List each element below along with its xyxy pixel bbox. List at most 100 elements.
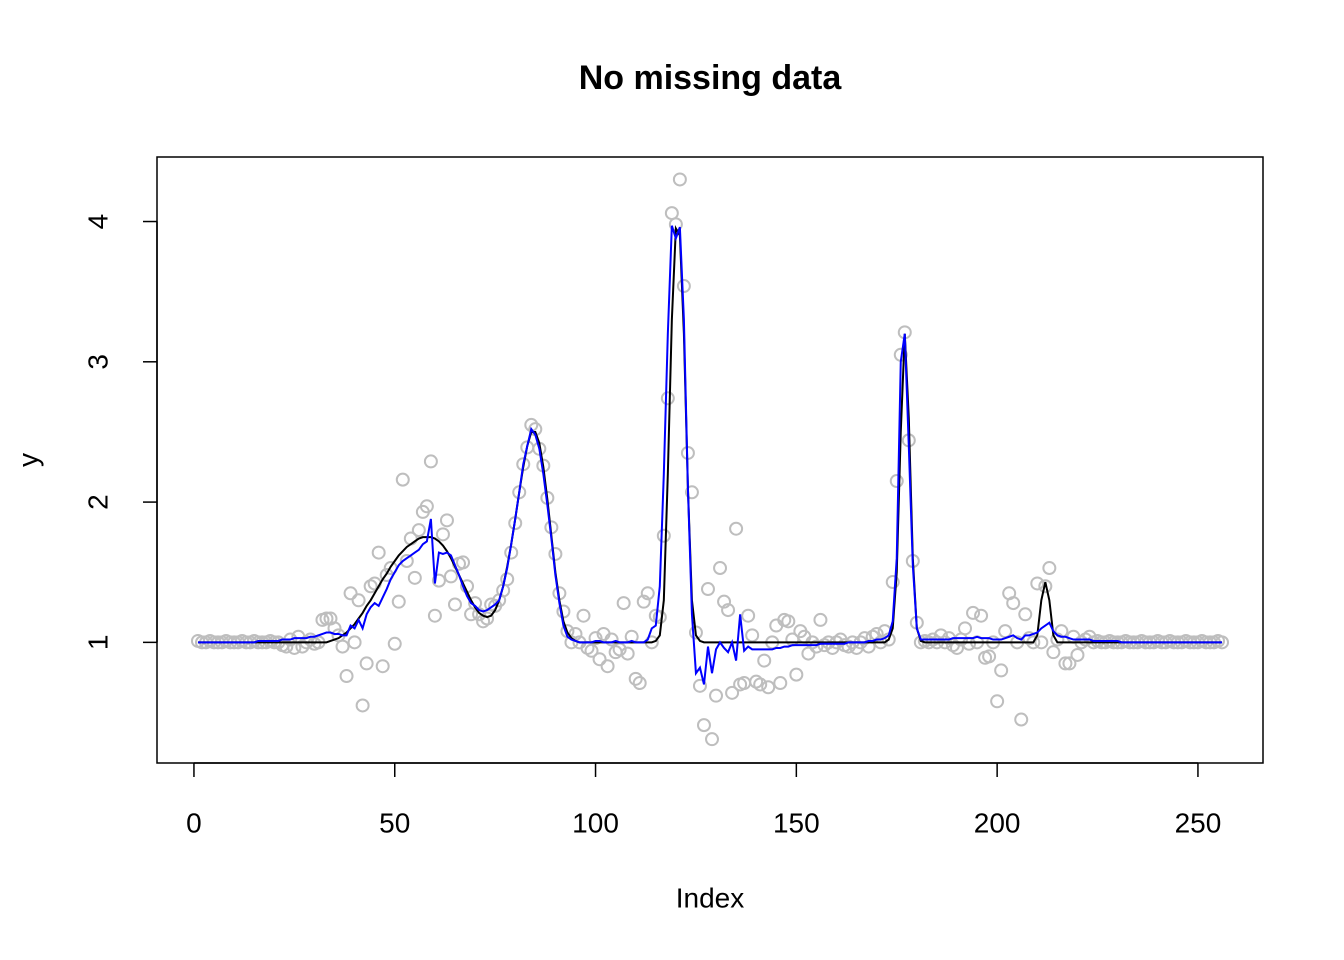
data-point bbox=[958, 621, 973, 636]
data-point bbox=[817, 638, 832, 653]
data-line bbox=[197, 225, 1223, 644]
data-point bbox=[375, 659, 390, 674]
data-point bbox=[789, 667, 804, 682]
y-tick-label: 4 bbox=[82, 214, 113, 230]
data-point bbox=[616, 596, 631, 611]
data-point bbox=[761, 680, 776, 695]
data-point bbox=[1014, 712, 1029, 727]
data-point bbox=[456, 555, 471, 570]
data-point bbox=[608, 645, 623, 660]
y-tick-label: 1 bbox=[82, 635, 113, 651]
data-point bbox=[391, 594, 406, 609]
data-point bbox=[745, 628, 760, 643]
data-point bbox=[713, 561, 728, 576]
data-point bbox=[729, 521, 744, 536]
data-point bbox=[423, 454, 438, 469]
data-point bbox=[371, 545, 386, 560]
data-point bbox=[339, 669, 354, 684]
data-point bbox=[990, 694, 1005, 709]
data-point bbox=[343, 586, 358, 601]
x-tick-label: 0 bbox=[186, 807, 202, 838]
data-point bbox=[355, 698, 370, 713]
y-axis-label: y bbox=[12, 453, 43, 467]
x-tick-label: 250 bbox=[1175, 807, 1222, 838]
data-point bbox=[966, 605, 981, 620]
data-point bbox=[709, 688, 724, 703]
data-point bbox=[351, 593, 366, 608]
data-point bbox=[652, 610, 667, 625]
data-point bbox=[753, 677, 768, 692]
data-point bbox=[1030, 576, 1045, 591]
data-point bbox=[640, 586, 655, 601]
data-point bbox=[592, 652, 607, 667]
data-point bbox=[700, 582, 715, 597]
data-point bbox=[347, 635, 362, 650]
data-point bbox=[684, 485, 699, 500]
data-point bbox=[1038, 579, 1053, 594]
chart-title: No missing data bbox=[579, 59, 843, 97]
data-point bbox=[841, 639, 856, 654]
data-point bbox=[994, 663, 1009, 678]
data-point bbox=[1070, 647, 1085, 662]
x-axis-label: Index bbox=[676, 882, 745, 913]
data-point bbox=[447, 597, 462, 612]
data-point bbox=[319, 611, 334, 626]
data-point bbox=[395, 472, 410, 487]
data-point bbox=[620, 646, 635, 661]
data-point bbox=[672, 172, 687, 187]
data-point bbox=[363, 579, 378, 594]
data-point bbox=[889, 474, 904, 489]
data-point bbox=[809, 639, 824, 654]
data-point bbox=[857, 631, 872, 646]
data-point bbox=[431, 573, 446, 588]
y-tick-label: 2 bbox=[82, 494, 113, 510]
data-point bbox=[636, 594, 651, 609]
x-tick-label: 150 bbox=[773, 807, 820, 838]
data-point bbox=[411, 523, 426, 538]
data-point bbox=[664, 206, 679, 221]
data-point bbox=[628, 671, 643, 686]
data-point bbox=[781, 614, 796, 629]
data-point bbox=[303, 632, 318, 647]
data-point bbox=[656, 528, 671, 543]
data-point bbox=[419, 499, 434, 514]
data-point bbox=[1018, 607, 1033, 622]
data-point bbox=[725, 685, 740, 700]
data-point bbox=[588, 631, 603, 646]
data-point bbox=[1006, 596, 1021, 611]
x-tick-label: 50 bbox=[379, 807, 410, 838]
data-point bbox=[660, 391, 675, 406]
data-point bbox=[584, 643, 599, 658]
data-point bbox=[439, 513, 454, 528]
data-point bbox=[443, 569, 458, 584]
data-point bbox=[676, 279, 691, 294]
data-point bbox=[548, 546, 563, 561]
data-point bbox=[1034, 635, 1049, 650]
plot-frame bbox=[156, 156, 1264, 764]
data-point bbox=[933, 628, 948, 643]
y-tick-label: 3 bbox=[82, 354, 113, 370]
x-tick-label: 200 bbox=[974, 807, 1021, 838]
data-point bbox=[721, 603, 736, 618]
data-point bbox=[974, 608, 989, 623]
data-point bbox=[600, 659, 615, 674]
data-point bbox=[717, 594, 732, 609]
data-point bbox=[480, 611, 495, 626]
data-point bbox=[749, 674, 764, 689]
data-point bbox=[604, 632, 619, 647]
data-point bbox=[982, 649, 997, 664]
data-point bbox=[500, 572, 515, 587]
data-point bbox=[399, 554, 414, 568]
data-point bbox=[741, 608, 756, 623]
data-point bbox=[435, 527, 450, 542]
data-point bbox=[632, 676, 647, 691]
data-point bbox=[696, 718, 711, 733]
data-point bbox=[688, 625, 703, 640]
data-point bbox=[998, 624, 1013, 639]
data-point bbox=[813, 612, 828, 627]
data-point bbox=[1042, 561, 1057, 576]
data-point bbox=[407, 570, 422, 585]
data-point bbox=[773, 676, 788, 691]
data-point bbox=[1050, 632, 1065, 647]
